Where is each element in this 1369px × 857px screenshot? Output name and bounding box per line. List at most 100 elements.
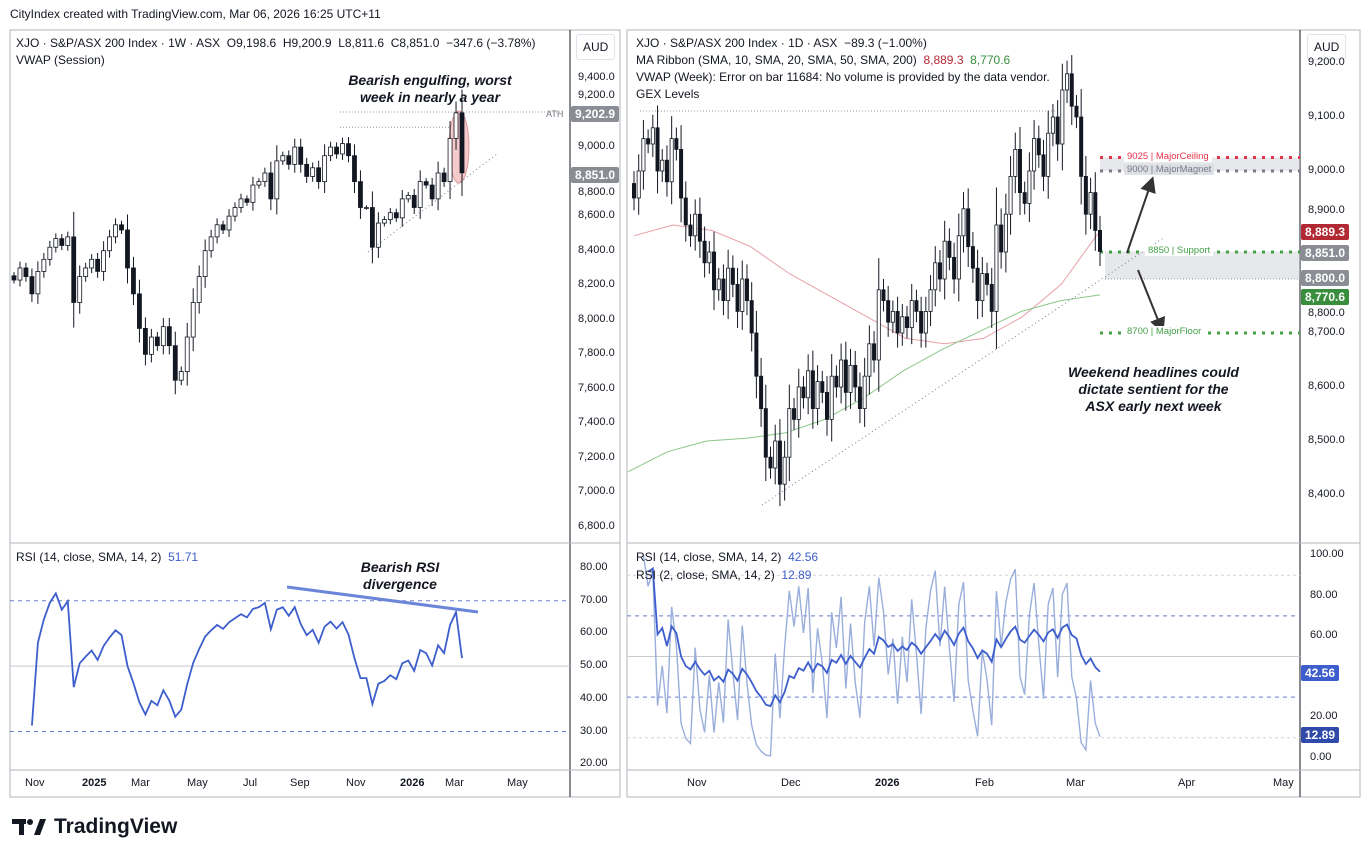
daily-candle xyxy=(669,138,674,183)
daily-candle xyxy=(796,386,801,420)
daily-candle xyxy=(744,278,749,302)
daily-candle xyxy=(683,197,688,226)
weekly-candle xyxy=(143,328,148,355)
daily-candle xyxy=(1041,154,1046,177)
daily-candle xyxy=(886,300,891,323)
weekly-candle xyxy=(375,222,381,248)
daily-candle xyxy=(1022,192,1027,204)
left-symbol-legend[interactable]: XJO · S&P/ASX 200 Index · 1W · ASX O9,19… xyxy=(16,36,535,50)
left-rsi-legend[interactable]: RSI (14, close, SMA, 14, 2) 51.71 xyxy=(16,550,198,564)
left-annotation-engulfing: Bearish engulfing, worst week in nearly … xyxy=(348,72,512,105)
left-price-tick: 7,400.0 xyxy=(578,416,615,429)
left-rsi-tick: 80.00 xyxy=(580,561,608,573)
weekly-candle xyxy=(417,181,423,208)
right-price-tick: 9,200.0 xyxy=(1308,56,1345,68)
daily-candle xyxy=(905,316,910,328)
weekly-candle xyxy=(244,198,250,203)
weekly-candle xyxy=(298,146,304,165)
weekly-candle xyxy=(322,155,328,183)
left-currency-button[interactable]: AUD xyxy=(576,34,616,60)
daily-candle xyxy=(994,224,999,312)
left-symbol: XJO · S&P/ASX 200 Index · 1W · ASX xyxy=(16,36,221,50)
left-rsi-title: RSI (14, close, SMA, 14, 2) xyxy=(16,550,162,564)
left-time-tick: Mar xyxy=(131,777,150,789)
daily-candle xyxy=(975,267,980,302)
daily-candle xyxy=(674,138,679,150)
daily-candle xyxy=(721,278,726,302)
weekly-candle xyxy=(202,250,208,277)
daily-candle xyxy=(947,240,952,258)
weekly-candle xyxy=(119,224,124,231)
right-ma-legend[interactable]: MA Ribbon (SMA, 10, SMA, 20, SMA, 50, SM… xyxy=(636,53,1010,67)
daily-candle xyxy=(848,364,853,393)
daily-candle xyxy=(660,159,665,172)
daily-candle xyxy=(970,246,975,269)
right-time-tick: Nov xyxy=(687,777,707,789)
weekly-candle xyxy=(447,138,453,183)
ath-label: ATH xyxy=(546,109,564,119)
weekly-candle xyxy=(340,143,345,155)
daily-candle xyxy=(824,391,829,420)
weekly-candle xyxy=(172,345,178,381)
daily-candle xyxy=(839,359,844,388)
right-rsi14-legend[interactable]: RSI (14, close, SMA, 14, 2) 42.56 xyxy=(636,550,818,564)
right-rsi2-legend[interactable]: RSI (2, close, SMA, 14, 2) 12.89 xyxy=(636,568,811,582)
daily-candle xyxy=(919,310,924,334)
daily-candle xyxy=(923,310,928,334)
weekly-candle xyxy=(411,195,417,208)
left-price-tick: 8,000.0 xyxy=(578,312,615,325)
right-price-tick: 9,100.0 xyxy=(1308,110,1345,122)
gex-level-label: 8850 | Support xyxy=(1145,245,1214,256)
weekly-candle xyxy=(23,267,29,277)
daily-candle xyxy=(1046,132,1051,177)
weekly-candle xyxy=(89,258,95,269)
weekly-candle xyxy=(369,207,375,248)
daily-candle xyxy=(712,251,717,291)
weekly-candle xyxy=(190,302,196,338)
daily-candle xyxy=(890,310,895,323)
daily-candle xyxy=(650,127,655,145)
weekly-candle xyxy=(53,238,59,248)
daily-candle xyxy=(914,300,919,312)
weekly-candle xyxy=(226,215,232,231)
weekly-candle xyxy=(71,236,77,303)
right-time-tick: Apr xyxy=(1178,777,1196,789)
daily-candle xyxy=(763,408,768,458)
daily-candle xyxy=(843,359,848,393)
daily-candle xyxy=(735,283,740,312)
left-panel-frame xyxy=(9,29,621,798)
left-time-tick: May xyxy=(187,777,208,789)
tradingview-logo[interactable]: TradingView xyxy=(12,815,177,839)
gex-level-label: 9000 | MajorMagnet xyxy=(1124,164,1215,175)
weekly-candle xyxy=(59,238,65,246)
daily-candle xyxy=(881,289,886,301)
weekly-candle xyxy=(214,224,220,238)
right-vwap-legend[interactable]: VWAP (Week): Error on bar 11684: No volu… xyxy=(636,70,1050,84)
daily-candle xyxy=(829,375,834,420)
left-time-tick: 2026 xyxy=(400,777,425,789)
daily-candle xyxy=(966,208,971,248)
rsi2-line xyxy=(642,554,1101,757)
daily-candle xyxy=(928,289,933,312)
weekly-candle xyxy=(107,236,112,252)
ma-value-1: 8,889.3 xyxy=(923,53,964,67)
right-rsi-tick: 60.00 xyxy=(1310,629,1338,642)
left-vwap-legend[interactable]: VWAP (Session) xyxy=(16,53,105,67)
right-ma200-tag: 8,770.6 xyxy=(1301,289,1350,305)
daily-candle xyxy=(933,262,938,291)
daily-candle xyxy=(636,170,641,199)
weekly-candle xyxy=(352,155,357,183)
left-price-tick: 8,800.0 xyxy=(578,186,615,198)
left-time-tick: Nov xyxy=(25,777,45,789)
right-gex-legend[interactable]: GEX Levels xyxy=(636,87,700,101)
daily-candle xyxy=(1098,229,1103,252)
daily-candle xyxy=(942,240,947,280)
right-price-tick: 8,500.0 xyxy=(1308,434,1345,446)
left-low: L8,811.6 xyxy=(338,36,385,50)
weekly-candle xyxy=(131,267,136,295)
right-symbol-legend[interactable]: XJO · S&P/ASX 200 Index · 1D · ASX −89.3… xyxy=(636,36,927,50)
right-currency-button[interactable]: AUD xyxy=(1307,34,1347,60)
right-price-tick: 8,700.0 xyxy=(1308,326,1345,338)
bullish-scenario-arrow xyxy=(1126,176,1156,254)
